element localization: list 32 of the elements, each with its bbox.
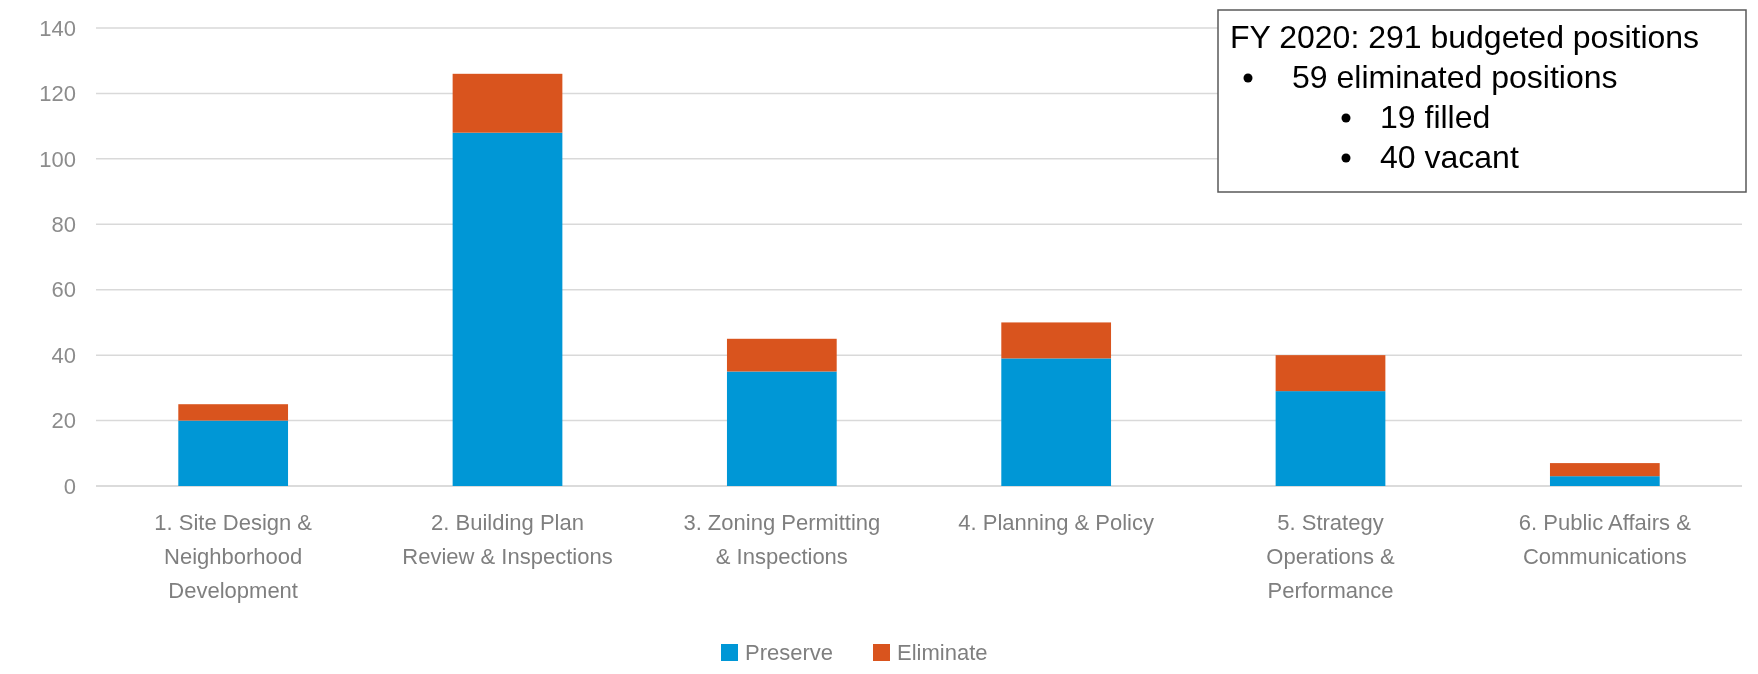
bar bbox=[452, 132, 563, 486]
y-tick-label: 120 bbox=[39, 81, 76, 107]
bar bbox=[1001, 358, 1112, 486]
bar bbox=[1275, 391, 1386, 486]
annotation: 19 filled bbox=[1380, 99, 1491, 135]
legend-label: Eliminate bbox=[897, 640, 988, 665]
y-tick-label: 100 bbox=[39, 146, 76, 172]
y-tick-label: 0 bbox=[63, 473, 76, 499]
bar bbox=[178, 404, 289, 421]
x-tick-label: 2. Building Plan Review & Inspections bbox=[402, 510, 613, 569]
bar bbox=[452, 73, 563, 133]
annotation: 59 eliminated positions bbox=[1292, 59, 1618, 95]
bar bbox=[1275, 355, 1386, 392]
annotation: 40 vacant bbox=[1380, 139, 1519, 175]
bar bbox=[726, 338, 837, 372]
bar bbox=[1549, 463, 1660, 477]
bar bbox=[178, 420, 289, 486]
annotation: FY 2020: 291 budgeted positions bbox=[1230, 19, 1700, 55]
x-tick-label: 1. Site Design & Neighborhood Development bbox=[154, 510, 313, 603]
bar bbox=[1549, 476, 1660, 486]
bar bbox=[726, 371, 837, 486]
y-tick-label: 40 bbox=[51, 342, 76, 368]
legend-label: Preserve bbox=[745, 640, 834, 665]
y-tick-label: 60 bbox=[51, 277, 76, 303]
y-tick-label: 20 bbox=[51, 408, 76, 434]
x-tick-label: 3. Zoning Permitting & Inspections bbox=[683, 510, 881, 569]
x-tick-label: 6. Public Affairs & Communications bbox=[1518, 510, 1692, 569]
y-tick-label: 80 bbox=[51, 211, 76, 237]
bar bbox=[1001, 322, 1112, 359]
x-tick-label: 5. Strategy Operations & Performance bbox=[1266, 510, 1396, 603]
x-tick-label: 4. Planning & Policy bbox=[958, 510, 1154, 535]
y-tick-label: 140 bbox=[39, 15, 76, 41]
